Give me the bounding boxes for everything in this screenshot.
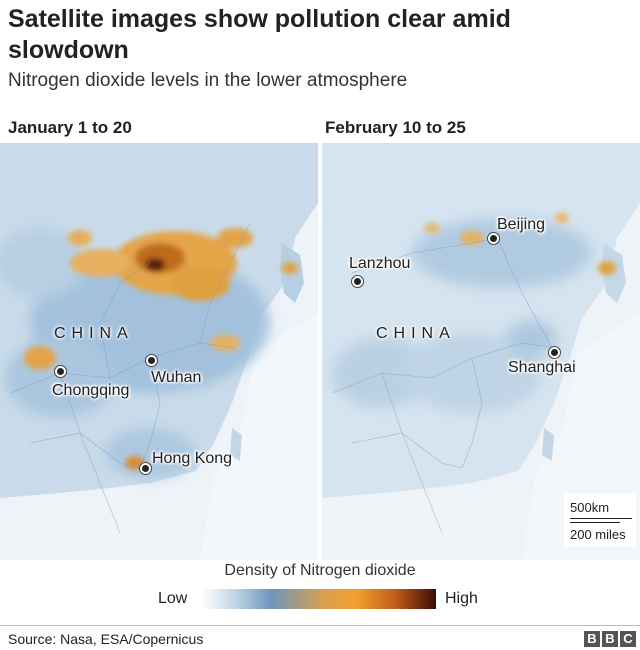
legend-low-label: Low: [158, 590, 188, 607]
panel-label-right: February 10 to 25: [325, 118, 466, 137]
map-february: CHINA Lanzhou Beijing Shanghai: [322, 143, 640, 560]
scale-miles-label: 200 miles: [570, 527, 626, 542]
map-january: CHINA Chongqing Wuhan Hong Kong: [0, 143, 318, 560]
chart-subtitle: Nitrogen dioxide levels in the lower atm…: [8, 70, 408, 91]
city-label-lanzhou: Lanzhou: [349, 255, 411, 272]
scale-km-label: 500km: [570, 500, 610, 515]
chart-title: Satellite images show pollution clear am…: [8, 5, 511, 64]
city-label-wuhan: Wuhan: [151, 369, 202, 386]
bbc-logo-letter: B: [602, 631, 618, 647]
city-marker: [146, 355, 157, 366]
scale-km-line: [570, 518, 632, 519]
panel-label-left: January 1 to 20: [8, 118, 132, 137]
city-marker: [549, 347, 560, 358]
bbc-logo-letter: C: [620, 631, 636, 647]
city-label-shanghai: Shanghai: [508, 359, 576, 376]
footer-divider: [0, 625, 640, 626]
bbc-logo-letter: B: [584, 631, 600, 647]
scale-bar: 500km 200 miles: [564, 494, 636, 546]
bbc-logo: B B C: [584, 631, 636, 647]
country-label-china: CHINA: [54, 325, 134, 342]
city-marker: [55, 366, 66, 377]
city-marker: [140, 463, 151, 474]
map-january-image: [0, 143, 318, 560]
legend-title: Density of Nitrogen dioxide: [224, 562, 416, 579]
legend-color-ramp: [200, 589, 436, 609]
city-marker: [352, 276, 363, 287]
scale-miles-line: [570, 522, 620, 523]
city-marker: [488, 233, 499, 244]
city-label-beijing: Beijing: [497, 216, 546, 233]
source-note: Source: Nasa, ESA/Copernicus: [8, 631, 204, 647]
country-label-china: CHINA: [376, 325, 456, 342]
city-label-hong-kong: Hong Kong: [152, 450, 233, 467]
legend-high-label: High: [445, 590, 478, 607]
city-label-chongqing: Chongqing: [52, 382, 130, 399]
